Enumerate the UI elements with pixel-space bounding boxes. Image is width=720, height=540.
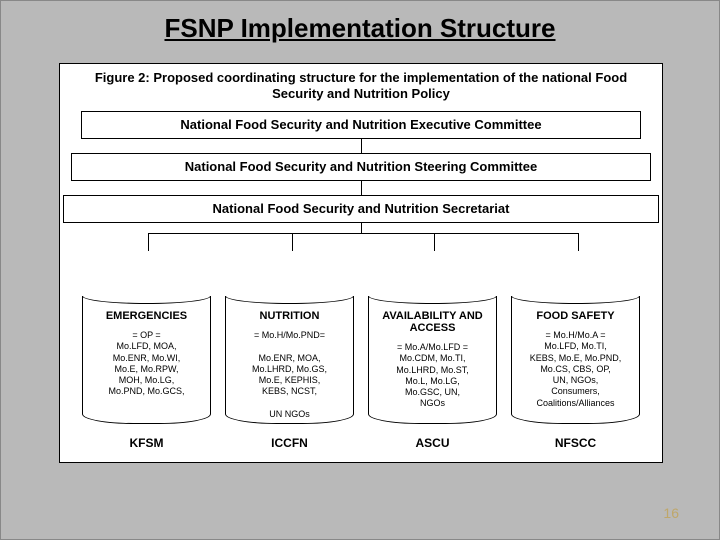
pillars-row: EMERGENCIES = OP = Mo.LFD, MOA, Mo.ENR, … [82,296,640,450]
pillar-emergencies: EMERGENCIES = OP = Mo.LFD, MOA, Mo.ENR, … [82,296,211,450]
bar-executive: National Food Security and Nutrition Exe… [81,111,641,139]
pillar-title: AVAILABILITY AND ACCESS [375,310,490,334]
bar-steering: National Food Security and Nutrition Ste… [71,153,651,181]
bar-steering-label: National Food Security and Nutrition Ste… [185,159,537,174]
connector-1 [361,139,362,153]
pillar-label: NFSCC [511,436,640,450]
pillar-label: ASCU [368,436,497,450]
pillar-nutrition: NUTRITION = Mo.H/Mo.PND= Mo.ENR, MOA, Mo… [225,296,354,450]
bar-executive-label: National Food Security and Nutrition Exe… [180,117,541,132]
pillar-title: NUTRITION [232,310,347,322]
pillar-label: ICCFN [225,436,354,450]
pillar-foodsafety: FOOD SAFETY = Mo.H/Mo.A = Mo.LFD, Mo.TI,… [511,296,640,450]
page-title: FSNP Implementation Structure [1,1,719,54]
pillar-title: EMERGENCIES [89,310,204,322]
figure-caption: Figure 2: Proposed coordinating structur… [60,64,662,111]
branch-connector [60,233,662,251]
pillar-title: FOOD SAFETY [518,310,633,322]
bar-secretariat-label: National Food Security and Nutrition Sec… [213,201,510,216]
pillar-body: = Mo.H/Mo.PND= Mo.ENR, MOA, Mo.LHRD, Mo.… [232,330,347,420]
connector-2 [361,181,362,195]
bar-secretariat: National Food Security and Nutrition Sec… [63,195,659,223]
pillar-body: = Mo.H/Mo.A = Mo.LFD, Mo.TI, KEBS, Mo.E,… [518,330,633,409]
figure-container: Figure 2: Proposed coordinating structur… [59,63,663,463]
pillar-body: = Mo.A/Mo.LFD = Mo.CDM, Mo.TI, Mo.LHRD, … [375,342,490,410]
pillar-availability: AVAILABILITY AND ACCESS = Mo.A/Mo.LFD = … [368,296,497,450]
pillar-body: = OP = Mo.LFD, MOA, Mo.ENR, Mo.WI, Mo.E,… [89,330,204,398]
page-number: 16 [663,505,679,521]
connector-3 [361,223,362,233]
pillar-label: KFSM [82,436,211,450]
